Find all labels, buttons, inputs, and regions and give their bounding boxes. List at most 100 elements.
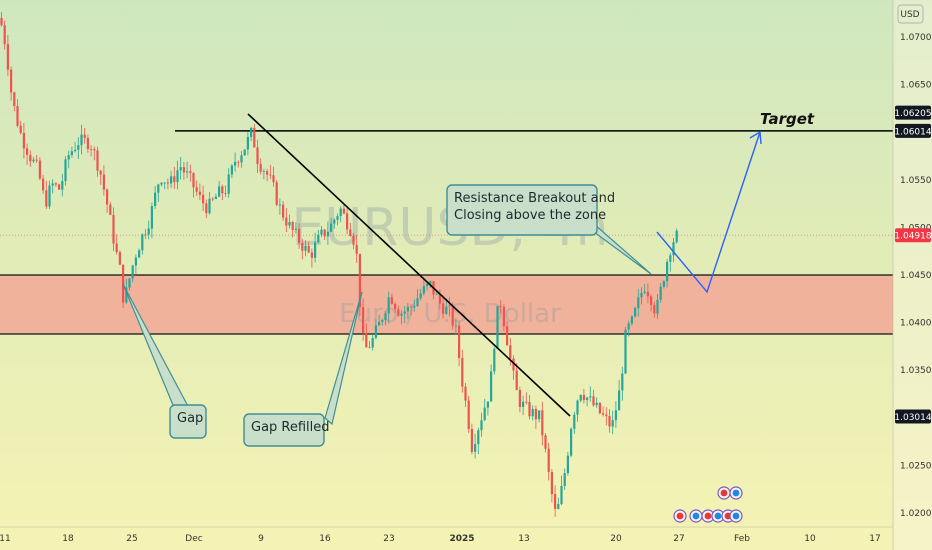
candle-body (122, 264, 125, 303)
candle-body (125, 287, 128, 303)
candle-body (621, 373, 624, 391)
candle-body (426, 283, 429, 287)
candle-body (336, 216, 339, 220)
price-tag-label: 1.04918 (894, 232, 931, 242)
candle-body (630, 316, 633, 324)
candle-body (291, 222, 294, 230)
candle-body (246, 136, 249, 150)
candle-body (32, 159, 35, 162)
candle-body (458, 325, 461, 359)
candle-body (106, 189, 109, 205)
candle-body (608, 416, 611, 427)
candle-body (634, 308, 637, 317)
candle-body (285, 217, 288, 226)
candle-body (202, 194, 205, 204)
candle-body (0, 17, 3, 26)
candle-body (227, 174, 230, 194)
candle-body (102, 174, 105, 190)
candle-body (637, 297, 640, 309)
currency-box[interactable] (897, 4, 924, 24)
candle-body (349, 229, 352, 236)
time-tick-label: Dec (185, 534, 202, 544)
candle-body (570, 428, 573, 456)
candle-body (70, 151, 73, 156)
price-tick-label: 1.05500 (900, 176, 932, 186)
price-tick-label: 1.02000 (900, 509, 932, 519)
candle-body (573, 414, 576, 429)
candle-body (45, 190, 48, 207)
candle-body (323, 229, 326, 237)
candle-body (262, 171, 265, 172)
gap-refilled-callout[interactable]: Gap Refilled (243, 291, 363, 447)
price-tick-label: 1.03500 (900, 366, 932, 376)
candle-body (480, 420, 483, 431)
gap-callout-text: Gap (177, 411, 203, 426)
event-marker-flag (732, 512, 740, 520)
candle-body (493, 348, 496, 372)
candle-body (234, 161, 237, 166)
time-tick-label: 9 (258, 534, 264, 544)
candle-body (582, 394, 585, 401)
candle-body (541, 410, 544, 436)
gap-callout[interactable]: Gap (122, 283, 207, 439)
candle-body (6, 44, 9, 70)
candle-body (10, 69, 13, 93)
candle-body (154, 192, 157, 207)
time-tick-label: 13 (518, 534, 529, 544)
candle-body (189, 171, 192, 173)
candle-body (531, 408, 534, 417)
time-tick-label: 10 (804, 534, 816, 544)
gap-refilled-callout-pointer (324, 291, 363, 426)
candle-body (614, 410, 617, 421)
candle-body (74, 149, 77, 152)
candle-body (410, 306, 413, 308)
candle-body (342, 208, 345, 214)
candle-body (550, 472, 553, 495)
candle-body (451, 305, 454, 326)
candle-body (416, 298, 419, 306)
candle-body (346, 213, 349, 230)
price-tag-label: 1.06014 (894, 127, 931, 137)
candle-body (16, 106, 19, 126)
candle-body (515, 370, 518, 391)
breakout-callout[interactable]: Resistance Breakout and Closing above the… (446, 184, 652, 275)
candle-body (99, 170, 102, 175)
candle-body (365, 332, 368, 348)
candle-body (224, 193, 227, 195)
candle-body (173, 176, 176, 183)
price-tick-label: 1.04500 (900, 271, 932, 281)
candle-body (288, 222, 291, 226)
candle-body (150, 206, 153, 229)
candle-body (352, 235, 355, 245)
candle-body (54, 183, 57, 185)
candle-body (163, 182, 166, 184)
candle-body (118, 252, 121, 265)
candle-body (294, 228, 297, 230)
candle-body (554, 494, 557, 509)
time-tick-label: 25 (126, 534, 137, 544)
price-tick-label: 1.04000 (900, 319, 932, 329)
candle-body (368, 347, 371, 349)
candle-body (640, 292, 643, 298)
breakout-callout-text: Resistance Breakout and (454, 191, 615, 206)
descending-trendline[interactable] (247, 113, 571, 417)
candle-body (566, 455, 569, 474)
candle-body (42, 178, 45, 191)
event-marker-flag (676, 512, 684, 520)
candle-body (611, 420, 614, 427)
candle-body (109, 204, 112, 215)
time-tick-label: 11 (0, 534, 11, 544)
candle-body (419, 293, 422, 299)
candle-body (672, 242, 675, 256)
candle-body (662, 281, 665, 287)
candle-body (211, 198, 214, 200)
candle-body (339, 208, 342, 217)
projection-path[interactable] (656, 131, 761, 294)
event-marker-flag (720, 489, 728, 497)
candle-body (96, 150, 99, 171)
candle-body (86, 137, 89, 149)
candle-body (496, 306, 499, 349)
candle-body (400, 313, 403, 316)
candle-body (384, 313, 387, 320)
